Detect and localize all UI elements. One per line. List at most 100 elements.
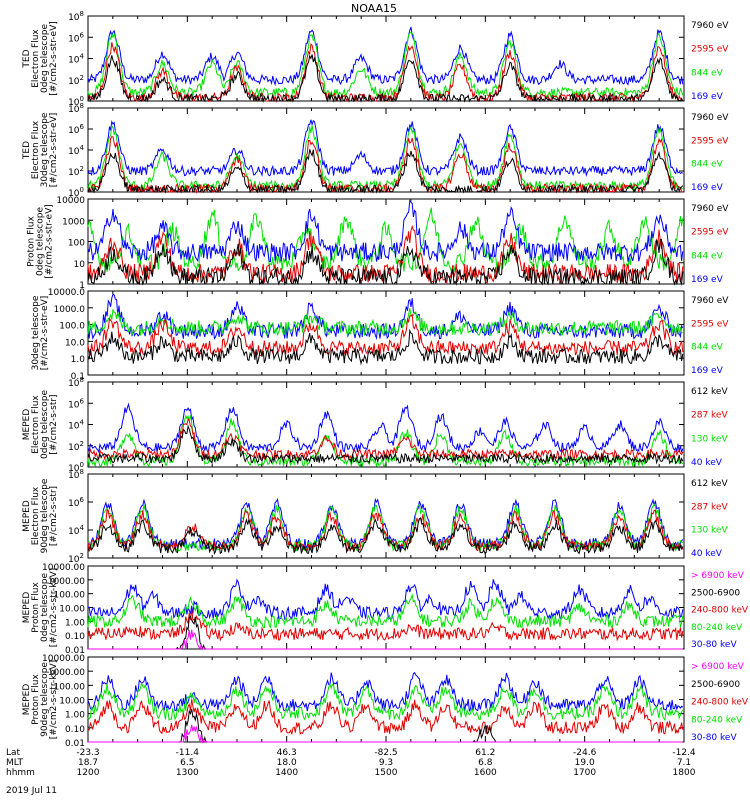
- y-axis-label: Electron Flux: [31, 486, 41, 545]
- footer-row-label: Lat: [6, 748, 21, 758]
- legend-entry: 169 eV: [691, 183, 724, 193]
- y-axis-label: [#/cm2-s-str]: [49, 486, 59, 546]
- y-axis-label: [#/cm2-s-str-eV]: [40, 296, 50, 371]
- footer-value: 6.5: [180, 758, 194, 768]
- footer-value: -12.4: [672, 748, 696, 758]
- y-tick-label: 1000.0: [54, 305, 86, 315]
- y-tick-label: 106: [68, 397, 84, 410]
- series-2595-ev: [87, 136, 683, 194]
- y-axis-label: Proton Flux: [31, 582, 41, 633]
- legend-entry: 30-80 keV: [691, 733, 737, 743]
- legend-entry: 844 eV: [691, 68, 724, 78]
- series-30-80-kev: [87, 578, 684, 621]
- y-tick-label: 0.01: [65, 739, 85, 749]
- legend-entry: 130 keV: [691, 526, 728, 536]
- y-axis-label: 30deg telescope: [31, 295, 41, 370]
- y-axis-label: TED: [22, 141, 32, 160]
- y-axis-label: MEPED: [22, 592, 32, 624]
- legend-entry: 2595 eV: [691, 136, 729, 146]
- legend-entry: 169 eV: [691, 275, 724, 285]
- legend-entry: 7960 eV: [691, 21, 729, 31]
- legend-entry: 80-240 keV: [691, 623, 743, 633]
- series-7960-ev: [87, 54, 684, 103]
- y-axis-label: 90deg telescope: [40, 662, 50, 737]
- y-tick-label: 1000.00: [48, 668, 85, 678]
- y-tick-label: 102: [68, 165, 84, 178]
- y-axis-label: Electron Flux: [31, 120, 41, 179]
- y-axis-label: 0deg telescope: [40, 24, 50, 94]
- y-axis-label: 90deg telescope: [40, 478, 50, 553]
- series-7960-ev: [87, 328, 684, 366]
- series-612-kev: [87, 424, 684, 466]
- legend-entry: > 6900 keV: [691, 571, 745, 581]
- y-tick-label: 10.0: [65, 338, 85, 348]
- series-844-ev: [87, 207, 684, 274]
- y-tick-label: 1.0: [71, 355, 86, 365]
- y-tick-label: 100: [68, 239, 85, 249]
- y-axis-label: MEPED: [22, 409, 32, 441]
- footer-value: 7.1: [677, 758, 691, 768]
- footer-date: 2019 Jul 11: [6, 786, 57, 796]
- y-axis-label: Proton Flux: [27, 216, 37, 267]
- legend-entry: 169 eV: [691, 92, 724, 102]
- y-tick-label: 10.00: [59, 605, 85, 615]
- series-7960-ev: [87, 149, 684, 194]
- y-tick-label: 10000.00: [42, 563, 85, 573]
- y-tick-label: 0.1: [71, 372, 85, 382]
- y-axis-label: 0deg telescope: [40, 390, 50, 460]
- legend-entry: 130 keV: [691, 434, 728, 444]
- footer-value: 1600: [474, 768, 497, 778]
- panel-frame: [87, 656, 685, 743]
- y-tick-label: 10000.00: [42, 654, 85, 664]
- y-tick-label: 1000: [62, 217, 85, 227]
- legend-entry: 30-80 keV: [691, 640, 737, 650]
- y-tick-label: 106: [68, 496, 84, 509]
- y-tick-label: 108: [68, 10, 84, 23]
- series-80-240-kev: [87, 681, 684, 722]
- y-axis-label: 0deg telescope: [40, 573, 50, 643]
- legend-entry: 612 keV: [691, 479, 728, 489]
- legend-entry: 169 eV: [691, 366, 724, 376]
- legend-entry: 7960 eV: [691, 113, 729, 123]
- series-169-ev: [87, 293, 684, 341]
- y-tick-label: 0.01: [65, 646, 85, 656]
- series-240-800-kev: [87, 609, 684, 642]
- legend-entry: 240-800 keV: [691, 698, 749, 708]
- series-130-kev: [87, 414, 684, 468]
- y-axis-label: [#/cm2-s-str-eV]: [45, 204, 55, 279]
- y-axis-label: [#/cm2-s-str-eV]: [49, 21, 59, 96]
- y-axis-label: Proton Flux: [31, 674, 41, 725]
- y-tick-label: 104: [68, 53, 84, 66]
- y-axis-label: [#/cm2-s-str-keV]: [49, 660, 59, 739]
- plot-title: NOAA15: [351, 2, 397, 15]
- y-tick-label: 0.10: [65, 632, 85, 642]
- footer-value: -23.3: [76, 748, 99, 758]
- footer-value: 46.3: [277, 748, 297, 758]
- y-axis-label: 30deg telescope: [40, 112, 50, 187]
- legend-entry: 2595 eV: [691, 319, 729, 329]
- series-287-kev: [87, 509, 684, 553]
- y-tick-label: 106: [68, 123, 84, 136]
- footer-value: 6.8: [478, 758, 493, 768]
- footer-value: 61.2: [475, 748, 495, 758]
- series-240-800-kev: [87, 699, 684, 735]
- y-tick-label: 106: [68, 31, 84, 44]
- y-tick-label: 100.00: [54, 682, 86, 692]
- y-tick-label: 102: [68, 440, 84, 453]
- series-612-kev: [87, 517, 684, 555]
- legend-entry: 2595 eV: [691, 45, 729, 55]
- footer-value: 18.7: [78, 758, 98, 768]
- footer-value: -11.4: [176, 748, 200, 758]
- legend-entry: 844 eV: [691, 160, 724, 170]
- y-tick-label: 1000.00: [48, 577, 85, 587]
- y-axis-label: MEPED: [22, 684, 32, 716]
- footer-axis: Lat -23.3 -11.4 46.3 -82.5 61.2 -24.6 -12.4 MLT 1…: [6, 748, 696, 796]
- panel-frame: [87, 107, 685, 193]
- footer-value: 9.3: [379, 758, 393, 768]
